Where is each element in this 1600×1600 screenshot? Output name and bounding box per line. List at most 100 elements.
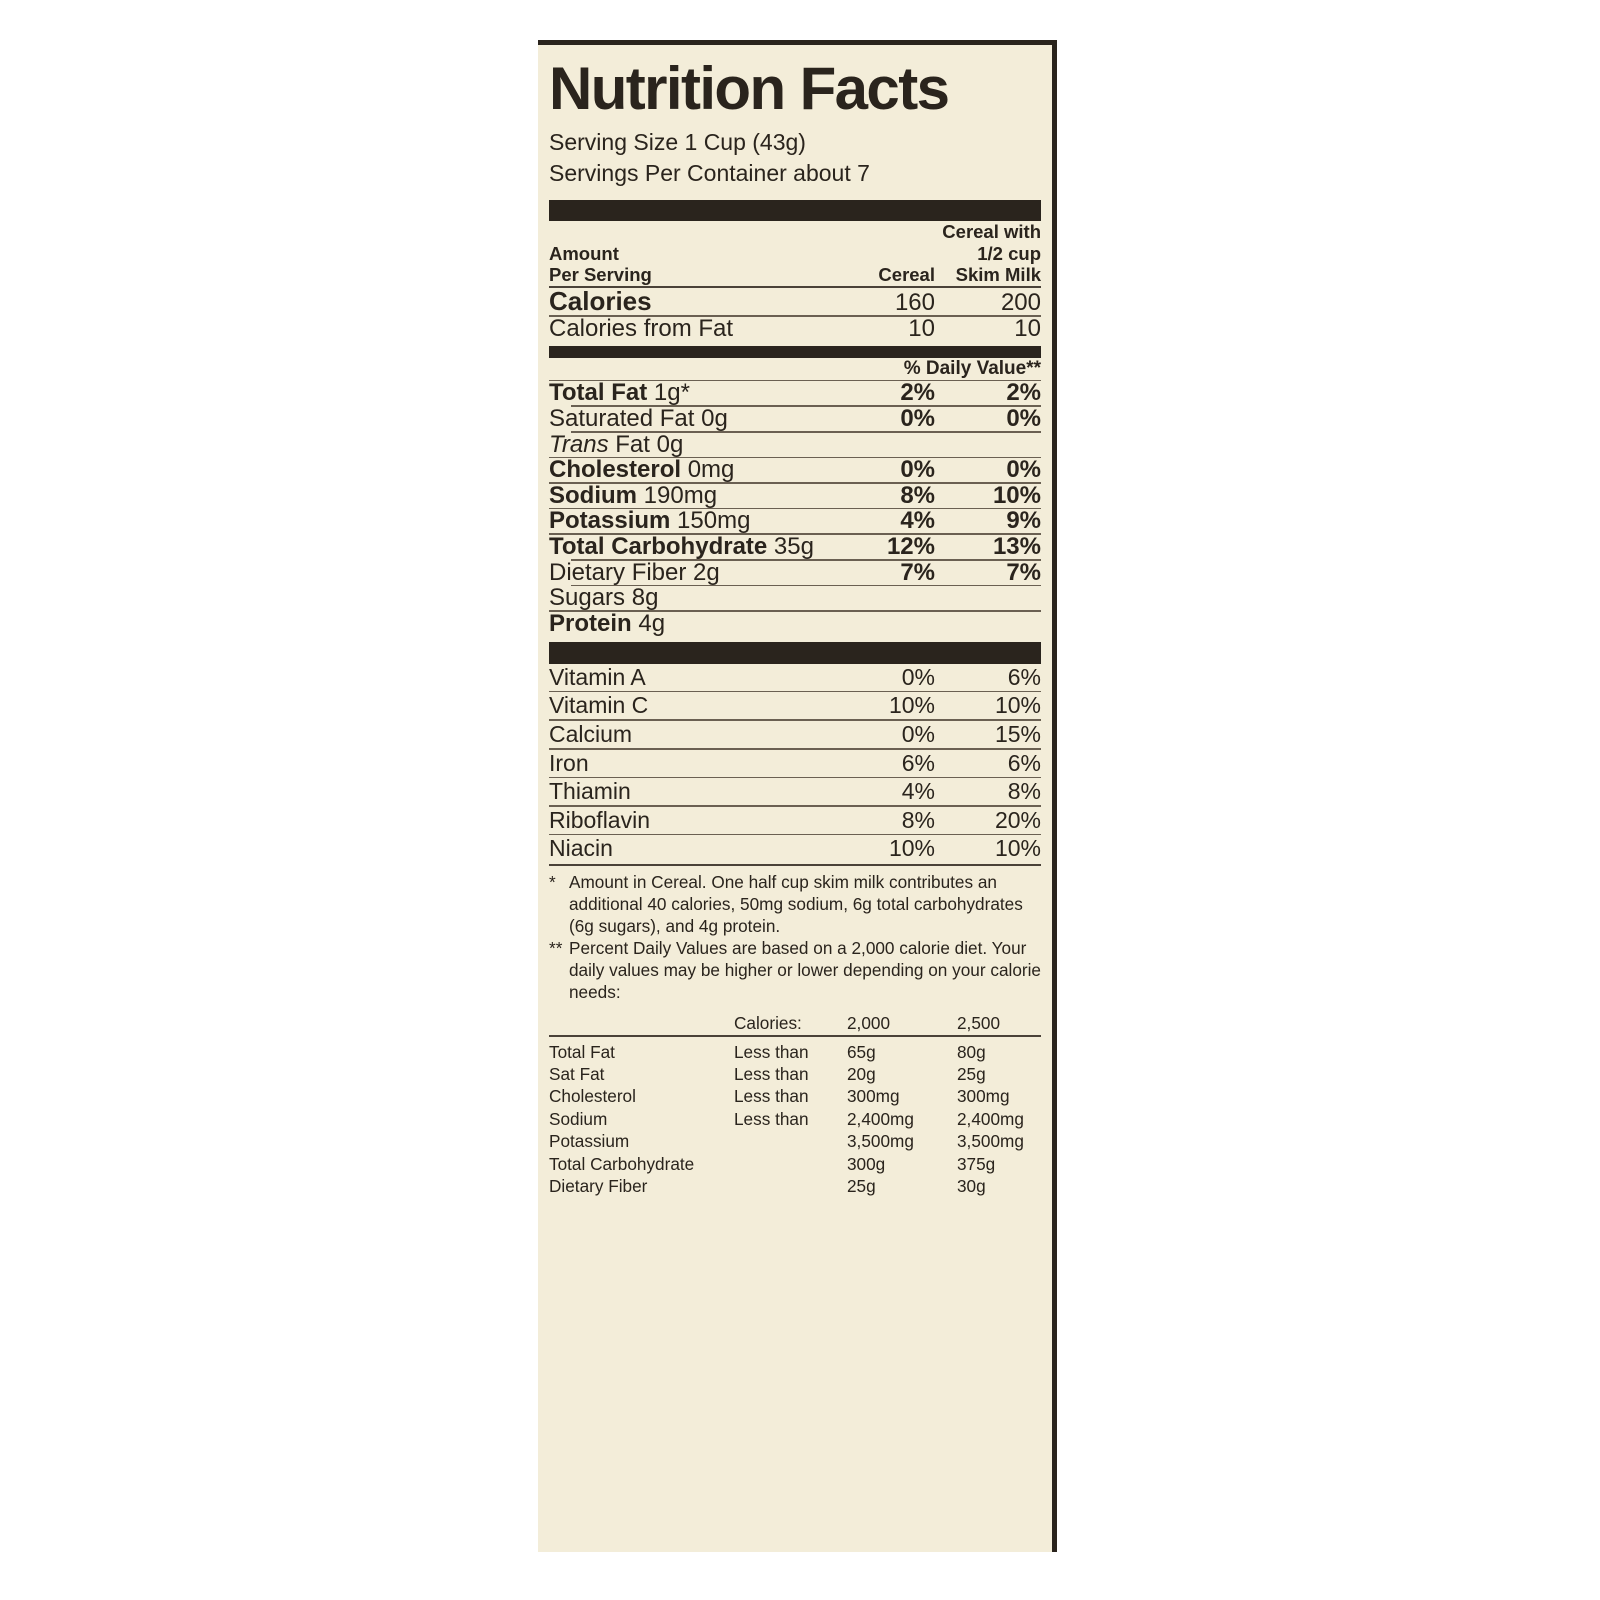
table-row: Total Fat Less than 65g 80g: [549, 1041, 1041, 1063]
vitamin-dv-cereal: 0%: [901, 720, 935, 747]
nutrition-facts-panel: Nutrition Facts Serving Size 1 Cup (43g)…: [538, 40, 1057, 1552]
calories-row: Calories 160 200: [549, 288, 1041, 315]
column-header-row: Amount Per Serving Cereal Cereal with 1/…: [549, 221, 1041, 286]
table-row: Potassium 150mg 4% 9%: [549, 509, 1041, 533]
divider: [549, 482, 1041, 484]
vitamin-table-0: Vitamin A 0% 6%: [549, 664, 1041, 691]
table-row: Vitamin C 10% 10%: [549, 692, 1041, 719]
table-row: Trans Fat 0g: [549, 430, 1041, 458]
vitamin-table-6: Niacin 10% 10%: [549, 835, 1041, 862]
nutrient-dv-cereal: 8%: [900, 481, 935, 509]
nutrient-table-7: Dietary Fiber 2g 7% 7%: [549, 558, 1041, 586]
nutrient-table-6: Total Carbohydrate 35g 12% 13%: [549, 535, 1041, 559]
table-row: Total Carbohydrate 35g 12% 13%: [549, 535, 1041, 559]
table-row: Dietary Fiber 2g 7% 7%: [549, 558, 1041, 586]
vitamin-dv-milk: 6%: [1007, 749, 1041, 776]
vitamin-dv-cereal: 10%: [888, 835, 935, 862]
table-row: Saturated Fat 0g 0% 0%: [549, 407, 1041, 431]
vitamin-name: Vitamin A: [549, 663, 646, 690]
nutrient-dv-cereal: 0%: [900, 456, 935, 484]
reference-row-value-2000: 25g: [847, 1175, 876, 1196]
divider: [571, 584, 1041, 587]
table-row: Total Carbohydrate 300g 375g: [549, 1153, 1041, 1175]
reference-row-name: Potassium: [549, 1131, 630, 1152]
nutrient-amount: Fat 0g: [615, 430, 684, 458]
reference-row-qualifier: Less than: [734, 1108, 809, 1129]
table-row: Sugars 8g: [549, 586, 1041, 610]
reference-row-name: Total Carbohydrate: [549, 1153, 695, 1174]
nutrient-dv-cereal: 0%: [900, 405, 935, 433]
vitamin-name: Riboflavin: [549, 806, 650, 833]
divider: [571, 405, 1041, 408]
divider: [549, 507, 1041, 510]
table-row: Potassium 3,500mg 3,500mg: [549, 1130, 1041, 1152]
main-nutrition-table: Amount Per Serving Cereal Cereal with 1/…: [549, 221, 1041, 286]
reference-row-value-2000: 300g: [847, 1153, 886, 1174]
vitamin-dv-cereal: 4%: [901, 778, 935, 805]
nutrient-amount: 150mg: [677, 507, 751, 535]
nutrient-dv-milk: 0%: [1006, 405, 1041, 433]
nutrient-dv-milk: 0%: [1006, 456, 1041, 484]
divider-under-headers: [549, 286, 1041, 289]
nutrient-dv-cereal: 4%: [900, 507, 935, 535]
vitamin-table-1: Vitamin C 10% 10%: [549, 692, 1041, 719]
servings-per-container-line: Servings Per Container about 7: [549, 159, 870, 186]
daily-value-header-row: % Daily Value**: [549, 358, 1041, 380]
reference-row-value-2500: 25g: [957, 1064, 986, 1085]
calories-table: Calories 160 200: [549, 288, 1041, 315]
cereal-with-milk-column-header: Cereal with 1/2 cup Skim Milk: [935, 221, 1041, 286]
footnote-double-star-marker: **: [549, 938, 563, 959]
vitamin-table-3: Iron 6% 6%: [549, 750, 1041, 777]
nutrient-amount: 35g: [773, 533, 814, 561]
col2-line1: Cereal with: [942, 220, 1041, 242]
vitamin-dv-milk: 15%: [994, 720, 1041, 747]
divider: [549, 719, 1041, 721]
nutrient-amount: 2g: [693, 558, 720, 586]
vitamin-table-5: Riboflavin 8% 20%: [549, 807, 1041, 834]
reference-row-value-2500: 30g: [957, 1175, 986, 1196]
nutrient-table-9: Protein 4g: [549, 611, 1041, 636]
vitamin-dv-milk: 8%: [1007, 778, 1041, 805]
page-title: Nutrition Facts: [549, 55, 950, 122]
reference-row-value-2500: 80g: [957, 1041, 986, 1062]
reference-row-qualifier: Less than: [734, 1086, 809, 1107]
reference-row-value-2000: 20g: [847, 1064, 876, 1085]
vitamin-name: Thiamin: [549, 778, 631, 805]
divider-above-footnotes: [549, 864, 1041, 867]
reference-values-table: Calories: 2,000 2,500: [549, 1012, 1041, 1034]
reference-row-qualifier: [734, 1153, 847, 1175]
nutrient-table-2: Trans Fat 0g: [549, 430, 1041, 458]
reference-row-name: Total Fat: [549, 1041, 615, 1062]
vitamin-table-2: Calcium 0% 15%: [549, 721, 1041, 748]
serving-size-line: Serving Size 1 Cup (43g): [549, 129, 806, 155]
footnote-star-marker: *: [549, 872, 556, 893]
nutrient-amount: 0g: [701, 405, 728, 433]
table-row: Sat Fat Less than 20g 25g: [549, 1063, 1041, 1085]
vitamin-dv-milk: 20%: [994, 806, 1041, 833]
nutrient-name: Saturated Fat: [549, 405, 695, 433]
nutrient-dv-cereal: 12%: [886, 533, 935, 561]
divider: [549, 747, 1041, 750]
reference-row-value-2000: 3,500mg: [847, 1131, 914, 1152]
divider: [549, 833, 1041, 836]
nutrient-name: Potassium: [549, 507, 671, 535]
divider-under-reference-header: [549, 1034, 1041, 1037]
reference-row-qualifier: [734, 1175, 847, 1197]
divider-under-calories: [549, 315, 1041, 317]
reference-col-a-header: 2,000: [847, 1013, 891, 1034]
divider: [549, 690, 1041, 693]
reference-header-row: Calories: 2,000 2,500: [549, 1012, 1041, 1034]
table-row: Dietary Fiber 25g 30g: [549, 1175, 1041, 1197]
divider: [549, 533, 1041, 536]
cereal-header-text: Cereal: [878, 264, 935, 286]
calories-from-fat-label: Calories from Fat: [549, 314, 734, 342]
footnote-double-star-text: Percent Daily Values are based on a 2,00…: [569, 938, 1041, 1002]
nutrient-amount: 190mg: [643, 481, 718, 509]
divider-above-total-fat: [549, 379, 1041, 382]
nutrient-dv-milk: 7%: [1006, 558, 1041, 586]
reference-col-b-header: 2,500: [957, 1013, 1001, 1034]
nutrient-name: Trans: [549, 430, 609, 458]
nutrient-dv-milk: 10%: [992, 481, 1041, 509]
table-row: Thiamin 4% 8%: [549, 778, 1041, 805]
nutrient-dv-cereal: 7%: [900, 558, 935, 586]
